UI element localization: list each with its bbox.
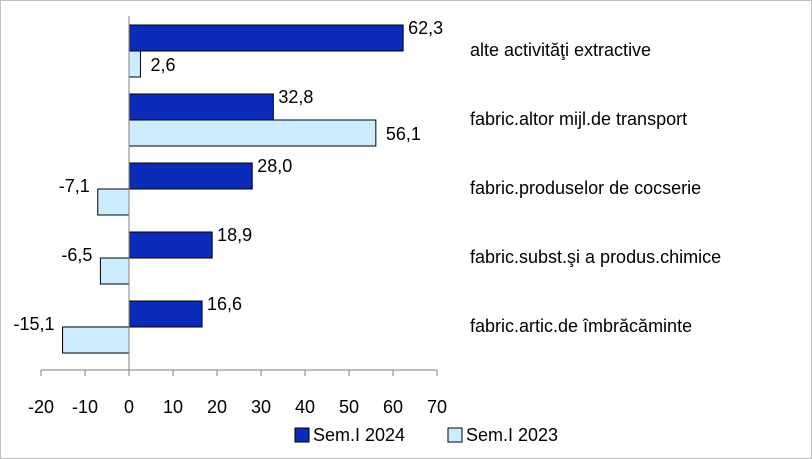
value-label: 32,8 xyxy=(278,87,313,107)
category-label: fabric.produselor de cocserie xyxy=(470,178,701,198)
value-label: -6,5 xyxy=(61,245,92,265)
x-tick-label: 20 xyxy=(207,397,227,417)
x-tick-label: 50 xyxy=(339,397,359,417)
bar xyxy=(128,162,253,190)
value-label: 2,6 xyxy=(150,55,175,75)
x-tick-label: 0 xyxy=(124,397,134,417)
bar xyxy=(99,257,130,285)
category-label: fabric.artic.de îmbrăcăminte xyxy=(470,316,692,336)
x-tick-label: 40 xyxy=(295,397,315,417)
x-tick-label: -10 xyxy=(72,397,98,417)
category-label: fabric.altor mijl.de transport xyxy=(470,109,687,129)
x-tick-label: 10 xyxy=(163,397,183,417)
x-tick-label: 70 xyxy=(427,397,447,417)
legend-label: Sem.I 2024 xyxy=(313,425,405,445)
legend-swatch xyxy=(294,427,310,443)
bar xyxy=(62,326,130,354)
value-label: -15,1 xyxy=(14,314,55,334)
value-label: 18,9 xyxy=(217,225,252,245)
bar xyxy=(128,300,203,328)
x-tick-label: 60 xyxy=(383,397,403,417)
value-label: 62,3 xyxy=(408,18,443,38)
value-label: 16,6 xyxy=(207,294,242,314)
bar xyxy=(128,50,141,78)
legend-label: Sem.I 2023 xyxy=(466,425,558,445)
bar xyxy=(97,188,130,216)
category-label: fabric.subst.şi a produs.chimice xyxy=(470,247,721,267)
x-tick-label: -20 xyxy=(28,397,54,417)
bar xyxy=(128,24,404,52)
value-label: -7,1 xyxy=(59,176,90,196)
x-tick-label: 30 xyxy=(251,397,271,417)
bar xyxy=(128,119,377,147)
legend-swatch xyxy=(447,427,463,443)
value-label: 28,0 xyxy=(257,156,292,176)
bar xyxy=(128,93,274,121)
value-label: 56,1 xyxy=(386,124,421,144)
category-label: alte activităţi extractive xyxy=(470,40,651,60)
bar xyxy=(128,231,213,259)
